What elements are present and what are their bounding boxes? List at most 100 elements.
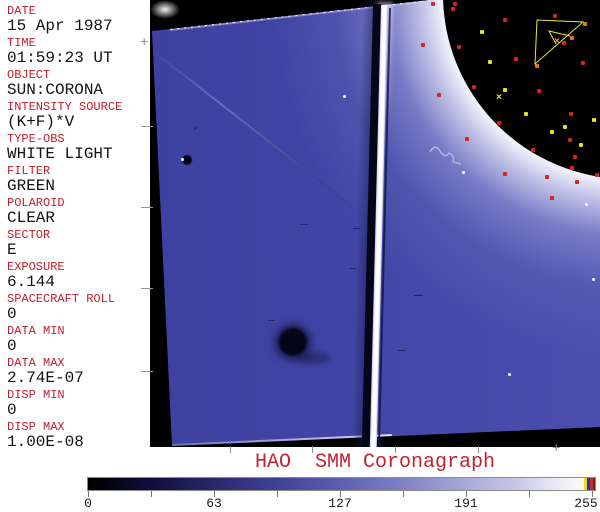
field-value: 6.144 bbox=[7, 273, 56, 291]
red-annotation-dot bbox=[531, 148, 535, 152]
red-annotation-dot bbox=[550, 196, 554, 200]
red-annotation-dot bbox=[581, 61, 585, 65]
yellow-annotation-dot bbox=[592, 118, 596, 122]
yellow-annotation-dot bbox=[488, 60, 492, 64]
metadata-field-object: OBJECT SUN:CORONA bbox=[0, 69, 150, 101]
axis-tick-left bbox=[141, 207, 153, 208]
pylon-bottom-flare bbox=[150, 0, 180, 19]
field-value: SUN:CORONA bbox=[7, 81, 104, 99]
red-annotation-dot bbox=[437, 93, 441, 97]
red-annotation-dot bbox=[451, 7, 455, 11]
red-annotation-dot bbox=[472, 85, 476, 89]
white-speck bbox=[585, 203, 588, 206]
red-annotation-dot bbox=[545, 175, 549, 179]
axis-tick-bottom bbox=[395, 446, 396, 453]
colorbar bbox=[87, 477, 596, 491]
fiducial-plus-bottom: + bbox=[552, 441, 561, 457]
red-annotation-dot bbox=[575, 180, 579, 184]
axis-tick-bottom bbox=[230, 446, 231, 453]
red-annotation-dot bbox=[573, 155, 577, 159]
squiggle-artifact bbox=[429, 146, 462, 165]
field-value: 0 bbox=[7, 337, 17, 355]
colorbar-label: 0 bbox=[84, 496, 92, 511]
dark-spot-large bbox=[279, 328, 307, 356]
field-label: DATA MAX bbox=[7, 356, 65, 370]
yellow-annotation-dot bbox=[563, 125, 567, 129]
metadata-field-data-min: DATA MIN 0 bbox=[0, 325, 150, 357]
field-label: DATA MIN bbox=[7, 324, 65, 338]
metadata-field-intensity-source: INTENSITY SOURCE (K+F)*V bbox=[0, 101, 150, 133]
noise-dash bbox=[268, 320, 275, 321]
red-annotation-dot bbox=[465, 137, 469, 141]
red-annotation-dot bbox=[497, 121, 501, 125]
noise-dash bbox=[414, 295, 423, 296]
yellow-annotation-dot bbox=[579, 143, 583, 147]
axis-tick-bottom bbox=[312, 446, 313, 453]
metadata-field-disp-min: DISP MIN 0 bbox=[0, 389, 150, 421]
field-label: TYPE-OBS bbox=[7, 132, 65, 146]
field-value: E bbox=[7, 241, 17, 259]
field-label: SPACECRAFT ROLL bbox=[7, 292, 116, 306]
field-value: 1.00E-08 bbox=[7, 433, 84, 451]
red-annotation-dot bbox=[453, 2, 457, 6]
coronagraph-image: × × bbox=[150, 0, 600, 447]
field-label: DISP MAX bbox=[7, 420, 65, 434]
metadata-field-filter: FILTER GREEN bbox=[0, 165, 150, 197]
red-annotation-dot bbox=[421, 43, 425, 47]
field-value: 0 bbox=[7, 401, 17, 419]
field-value: 01:59:23 UT bbox=[7, 49, 113, 67]
field-value: CLEAR bbox=[7, 209, 56, 227]
red-annotation-dot bbox=[569, 112, 573, 116]
metadata-field-exposure: EXPOSURE 6.144 bbox=[0, 261, 150, 293]
colorbar-label: 127 bbox=[328, 496, 352, 511]
dark-spot-small bbox=[182, 155, 192, 165]
field-value: 15 Apr 1987 bbox=[7, 17, 113, 35]
yellow-annotation-dot bbox=[524, 112, 528, 116]
field-value: WHITE LIGHT bbox=[7, 145, 113, 163]
axis-tick-left bbox=[141, 126, 153, 127]
field-label: TIME bbox=[7, 36, 36, 50]
colorbar-tick bbox=[340, 491, 341, 497]
field-value: 0 bbox=[7, 305, 17, 323]
white-speck bbox=[592, 278, 595, 281]
field-label: DISP MIN bbox=[7, 388, 65, 402]
metadata-field-data-max: DATA MAX 2.74E-07 bbox=[0, 357, 150, 389]
field-label: POLAROID bbox=[7, 196, 65, 210]
yellow-annotation-dot bbox=[550, 130, 554, 134]
colorbar-label: 191 bbox=[454, 496, 478, 511]
red-annotation-dot bbox=[570, 166, 574, 170]
cross-mark: × bbox=[495, 93, 503, 104]
red-annotation-dot bbox=[562, 41, 566, 45]
dark-spot-highlight bbox=[181, 158, 184, 161]
colorbar-tick bbox=[88, 491, 89, 497]
dark-spot-micro bbox=[194, 127, 197, 130]
colorbar-tick-minor bbox=[277, 491, 278, 497]
axis-tick-left bbox=[141, 371, 153, 372]
red-annotation-dot bbox=[514, 57, 518, 61]
metadata-field-date: DATE 15 Apr 1987 bbox=[0, 5, 150, 37]
field-label: OBJECT bbox=[7, 68, 51, 82]
metadata-field-sector: SECTOR E bbox=[0, 229, 150, 261]
colorbar-tick-minor bbox=[403, 491, 404, 497]
metadata-panel: DATE 15 Apr 1987 TIME 01:59:23 UT OBJECT… bbox=[0, 0, 150, 512]
red-annotation-dot bbox=[431, 2, 435, 6]
fiducial-plus-left: + bbox=[140, 35, 149, 51]
colorbar-tick bbox=[214, 491, 215, 497]
metadata-field-time: TIME 01:59:23 UT bbox=[0, 37, 150, 69]
field-label: EXPOSURE bbox=[7, 260, 65, 274]
metadata-field-polaroid: POLAROID CLEAR bbox=[0, 197, 150, 229]
metadata-field-disp-max: DISP MAX 1.00E-08 bbox=[0, 421, 150, 453]
red-annotation-dot bbox=[503, 18, 507, 22]
cross-mark: × bbox=[553, 37, 561, 48]
axis-tick-left bbox=[141, 288, 153, 289]
colorbar-tick bbox=[592, 491, 593, 497]
field-label: FILTER bbox=[7, 164, 51, 178]
red-annotation-dot bbox=[537, 89, 541, 93]
colorbar-tick-minor bbox=[151, 491, 152, 497]
red-annotation-dot bbox=[595, 173, 599, 177]
metadata-field-type-obs: TYPE-OBS WHITE LIGHT bbox=[0, 133, 150, 165]
field-label: DATE bbox=[7, 4, 36, 18]
orange-annotation-dot bbox=[570, 36, 574, 40]
white-speck bbox=[508, 373, 511, 376]
